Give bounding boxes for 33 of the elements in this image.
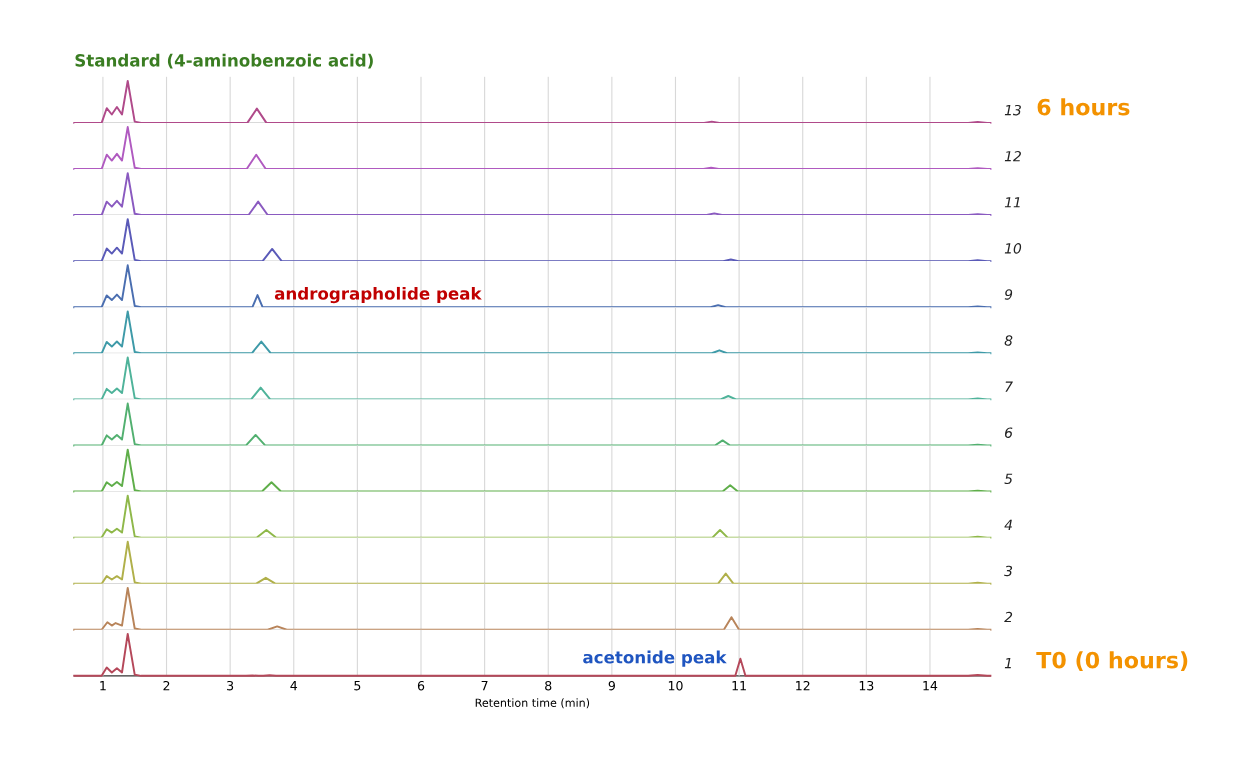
annotation: andrographolide peak — [274, 286, 482, 304]
x-tick-label: 7 — [481, 681, 488, 691]
x-axis-title: Retention time (min) — [475, 698, 590, 709]
text: 11 — [1004, 197, 1020, 208]
x-tick-label: 9 — [608, 680, 615, 691]
text: 13 — [1004, 104, 1021, 116]
x-tick-label: 10 — [668, 680, 683, 691]
text: 5 — [1004, 473, 1013, 485]
x-tick-label: 14 — [923, 681, 938, 691]
x-tick-label: 5 — [354, 681, 361, 691]
text: 6 hours — [1037, 98, 1130, 116]
x-tick-label: 13 — [859, 680, 874, 691]
text: 2 — [1004, 611, 1013, 623]
x-tick-label: 8 — [545, 680, 552, 691]
text: Standard (4-aminobenzoic acid) — [75, 53, 373, 69]
text: 9 — [1004, 289, 1013, 300]
text: T0 (0 hours) — [1036, 651, 1188, 672]
x-tick-label: 11 — [732, 681, 746, 691]
text: 4 — [1004, 519, 1012, 530]
x-tick-label: 2 — [163, 680, 170, 691]
text: 8 — [1004, 335, 1013, 346]
text: 10 — [1004, 243, 1022, 254]
x-tick-label: 4 — [290, 681, 298, 691]
x-tick-label: 1 — [100, 681, 106, 691]
x-tick-label: 12 — [796, 680, 810, 691]
annotation: acetonide peak — [583, 650, 727, 667]
text: 1 — [1004, 658, 1011, 669]
x-tick-label: 3 — [227, 680, 234, 691]
text: 12 — [1004, 150, 1021, 162]
x-tick-label: 6 — [417, 680, 425, 691]
text: 6 — [1005, 427, 1013, 438]
text: 7 — [1005, 381, 1013, 392]
text: 3 — [1004, 565, 1013, 577]
